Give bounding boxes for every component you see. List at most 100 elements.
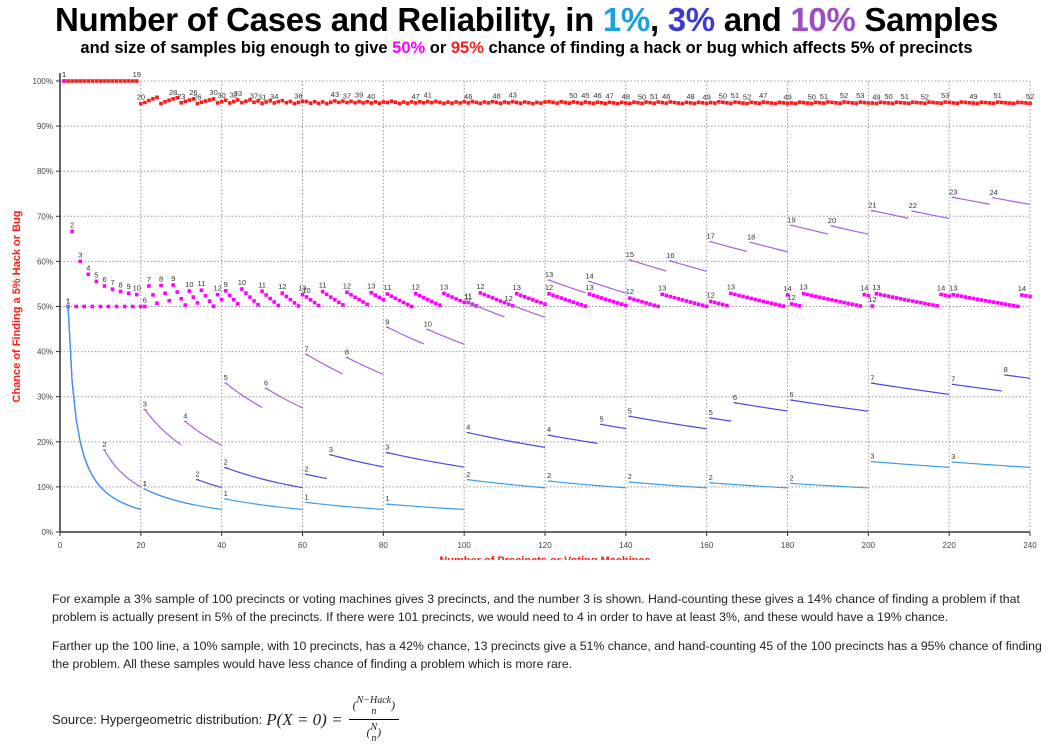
point-95pct bbox=[995, 100, 1000, 104]
point-50pct bbox=[858, 304, 863, 308]
point-95pct bbox=[381, 100, 386, 104]
segment-10pct bbox=[431, 330, 437, 334]
point-95pct bbox=[547, 99, 551, 104]
segment-1pct bbox=[266, 504, 271, 507]
point-50pct bbox=[122, 304, 127, 309]
point-95pct bbox=[139, 101, 143, 106]
segment-10pct bbox=[710, 241, 715, 244]
point-95pct bbox=[122, 79, 127, 83]
point-95pct bbox=[405, 101, 410, 105]
label-50pct: 9 bbox=[127, 282, 131, 291]
label-3pct: 7 bbox=[951, 374, 955, 383]
y-tick-label: 60% bbox=[37, 257, 53, 266]
segment-3pct bbox=[860, 409, 865, 412]
subtitle-part: chance of finding a hack or bug which af… bbox=[483, 39, 973, 57]
point-50pct bbox=[628, 296, 632, 300]
segment-3pct bbox=[492, 437, 497, 440]
label-50pct: 12 bbox=[707, 290, 715, 299]
point-50pct bbox=[660, 292, 665, 297]
label-50pct: 4 bbox=[86, 263, 90, 272]
point-50pct bbox=[397, 298, 402, 303]
point-95pct bbox=[805, 101, 810, 105]
point-95pct bbox=[349, 99, 353, 104]
point-50pct bbox=[349, 292, 353, 297]
point-95pct bbox=[300, 99, 305, 104]
point-95pct bbox=[66, 79, 70, 83]
point-95pct bbox=[494, 100, 499, 105]
point-95pct bbox=[963, 100, 968, 105]
point-50pct bbox=[219, 297, 224, 302]
y-tick-label: 80% bbox=[37, 167, 53, 176]
segment-10pct bbox=[314, 358, 319, 362]
segment-1pct bbox=[67, 306, 73, 382]
point-95pct bbox=[377, 101, 382, 105]
formula-den-top: N bbox=[370, 722, 378, 733]
segment-3pct bbox=[350, 459, 356, 462]
point-95pct bbox=[486, 101, 491, 105]
point-95pct bbox=[692, 101, 697, 106]
point-95pct bbox=[1024, 101, 1028, 105]
point-50pct bbox=[118, 289, 123, 294]
point-50pct bbox=[462, 300, 466, 305]
point-50pct bbox=[486, 294, 491, 299]
point-50pct bbox=[822, 296, 826, 300]
point-50pct bbox=[195, 301, 200, 305]
segment-10pct bbox=[924, 213, 930, 216]
label-50pct: 6 bbox=[143, 296, 147, 305]
label-50pct: 11 bbox=[383, 283, 391, 292]
point-50pct bbox=[361, 300, 365, 304]
point-95pct bbox=[171, 97, 175, 101]
y-tick-label: 40% bbox=[37, 348, 53, 357]
segment-10pct bbox=[1009, 200, 1014, 203]
point-50pct bbox=[943, 293, 947, 298]
point-50pct bbox=[741, 294, 745, 299]
segment-10pct bbox=[362, 364, 368, 368]
point-50pct bbox=[199, 288, 204, 293]
segment-10pct bbox=[981, 202, 986, 205]
segment-10pct bbox=[864, 232, 869, 235]
segment-10pct bbox=[298, 405, 303, 409]
point-50pct bbox=[1028, 294, 1032, 299]
label-50pct: 11 bbox=[464, 292, 472, 301]
segment-10pct bbox=[852, 230, 857, 233]
label-50pct: 12 bbox=[545, 283, 553, 292]
segment-3pct bbox=[945, 393, 950, 395]
label-95pct: 51 bbox=[820, 92, 828, 101]
segment-1pct bbox=[152, 492, 158, 495]
segment-10pct bbox=[338, 371, 344, 375]
segment-3pct bbox=[375, 464, 380, 467]
segment-10pct bbox=[932, 214, 938, 217]
point-95pct bbox=[652, 101, 656, 106]
segment-10pct bbox=[273, 392, 279, 397]
point-50pct bbox=[603, 297, 608, 302]
point-95pct bbox=[745, 101, 749, 106]
segment-3pct bbox=[811, 402, 816, 405]
point-50pct bbox=[890, 295, 895, 299]
formula-den-bottom: n bbox=[371, 733, 377, 744]
segment-3pct bbox=[257, 477, 263, 480]
segment-10pct bbox=[282, 397, 287, 401]
segment-10pct bbox=[613, 288, 618, 292]
segment-1pct bbox=[197, 504, 202, 507]
label-50pct: 7 bbox=[147, 275, 151, 284]
point-50pct bbox=[502, 300, 507, 305]
segment-10pct bbox=[209, 438, 214, 442]
segment-10pct bbox=[556, 282, 562, 286]
point-95pct bbox=[498, 101, 503, 106]
segment-10pct bbox=[759, 244, 764, 247]
segment-10pct bbox=[1001, 198, 1006, 201]
point-95pct bbox=[409, 100, 414, 104]
point-95pct bbox=[781, 101, 786, 105]
segment-10pct bbox=[645, 264, 651, 267]
point-95pct bbox=[749, 100, 753, 105]
label-10pct: 16 bbox=[666, 251, 674, 260]
point-50pct bbox=[636, 298, 640, 303]
segment-3pct bbox=[298, 486, 303, 489]
point-50pct bbox=[575, 301, 580, 306]
segment-10pct bbox=[601, 284, 606, 288]
point-50pct bbox=[134, 292, 139, 297]
point-95pct bbox=[753, 101, 757, 105]
segment-10pct bbox=[795, 225, 800, 228]
point-50pct bbox=[207, 299, 212, 303]
segment-3pct bbox=[771, 408, 776, 410]
